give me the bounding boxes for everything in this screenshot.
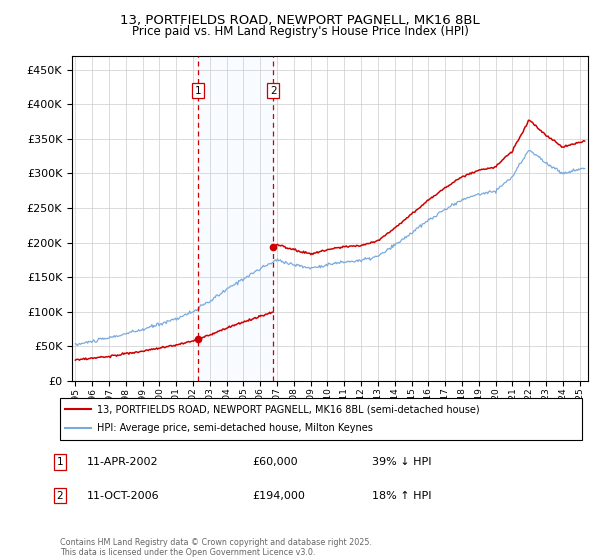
Text: £60,000: £60,000 [252, 457, 298, 467]
Text: 13, PORTFIELDS ROAD, NEWPORT PAGNELL, MK16 8BL (semi-detached house): 13, PORTFIELDS ROAD, NEWPORT PAGNELL, MK… [97, 404, 479, 414]
Text: 2: 2 [270, 86, 277, 96]
Text: HPI: Average price, semi-detached house, Milton Keynes: HPI: Average price, semi-detached house,… [97, 423, 373, 433]
Text: Price paid vs. HM Land Registry's House Price Index (HPI): Price paid vs. HM Land Registry's House … [131, 25, 469, 38]
FancyBboxPatch shape [60, 398, 582, 440]
Text: 39% ↓ HPI: 39% ↓ HPI [372, 457, 431, 467]
Text: 18% ↑ HPI: 18% ↑ HPI [372, 491, 431, 501]
Text: 11-OCT-2006: 11-OCT-2006 [87, 491, 160, 501]
Text: 1: 1 [56, 457, 64, 467]
Text: Contains HM Land Registry data © Crown copyright and database right 2025.
This d: Contains HM Land Registry data © Crown c… [60, 538, 372, 557]
Text: 2: 2 [56, 491, 64, 501]
Text: 13, PORTFIELDS ROAD, NEWPORT PAGNELL, MK16 8BL: 13, PORTFIELDS ROAD, NEWPORT PAGNELL, MK… [120, 14, 480, 27]
Text: 11-APR-2002: 11-APR-2002 [87, 457, 158, 467]
Text: 1: 1 [194, 86, 201, 96]
Text: £194,000: £194,000 [252, 491, 305, 501]
Bar [198, 56, 274, 381]
